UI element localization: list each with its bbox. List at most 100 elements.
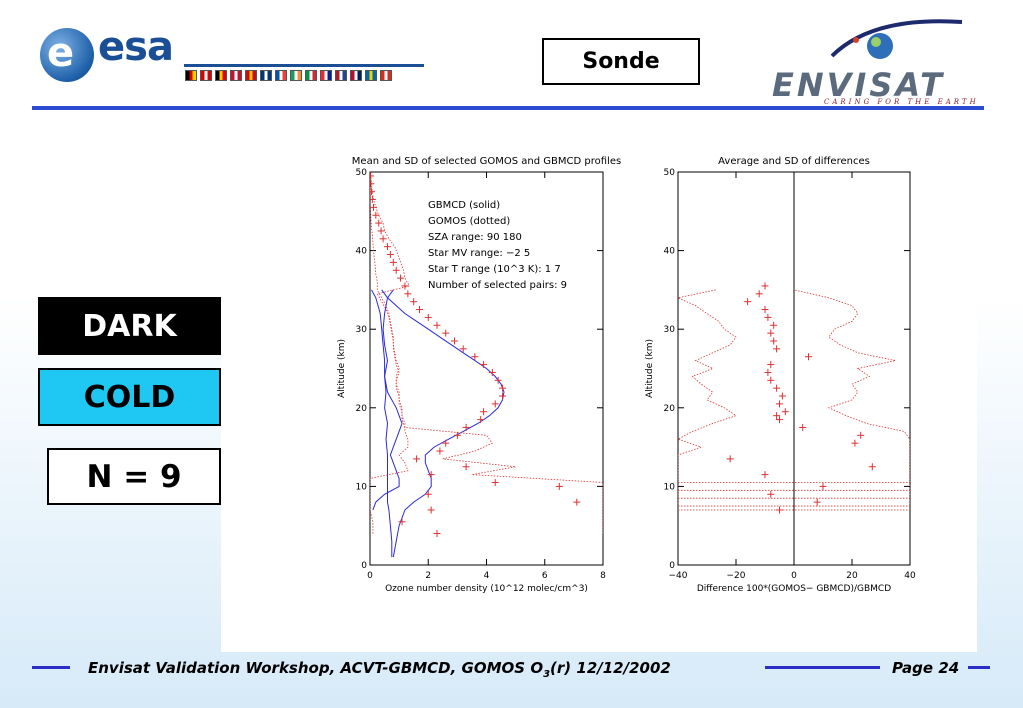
dark-label-box: DARK <box>38 297 221 355</box>
x-tick-label: 0 <box>791 571 797 581</box>
flag-icon <box>305 70 317 81</box>
y-tick-label: 10 <box>356 482 368 492</box>
sonde-label-box: Sonde <box>542 38 700 85</box>
x-tick-label: 20 <box>846 571 858 581</box>
flag-icon <box>215 70 227 81</box>
x-tick-label: 40 <box>904 571 916 581</box>
chart-title: Average and SD of differences <box>718 156 870 167</box>
gomos-mean-marker <box>442 439 450 447</box>
page-label: Page <box>892 659 934 677</box>
x-axis-label: Ozone number density (10^12 molec/cm^3) <box>385 584 588 594</box>
gomos-mean-marker <box>480 361 488 369</box>
gomos-mean-marker <box>401 282 409 290</box>
flag-icon <box>350 70 362 81</box>
difference-marker <box>755 290 763 298</box>
difference-marker <box>813 498 821 506</box>
gomos-mean-marker <box>389 258 397 266</box>
gomos-mean-marker <box>404 290 412 298</box>
y-tick-label: 0 <box>669 561 675 571</box>
page-number: 24 <box>938 659 960 677</box>
gomos-mean-marker <box>379 235 387 243</box>
gomos-mean-marker <box>459 345 467 353</box>
legend-info-line: SZA range: 90 180 <box>428 232 522 243</box>
sample-count-label: N = 9 <box>86 458 182 495</box>
difference-sd-line <box>678 289 737 510</box>
gomos-mean-marker <box>397 274 405 282</box>
difference-marker <box>761 471 769 479</box>
flag-icon <box>185 70 197 81</box>
x-tick-label: 8 <box>600 571 606 581</box>
esa-globe-icon <box>40 28 94 82</box>
difference-marker <box>767 361 775 369</box>
member-flags <box>185 70 392 81</box>
x-tick-label: 2 <box>425 571 431 581</box>
gomos-mean-marker <box>477 416 485 424</box>
flag-icon <box>320 70 332 81</box>
gomos-mean-marker <box>375 219 383 227</box>
difference-marker <box>781 408 789 416</box>
difference-marker <box>776 416 783 424</box>
profiles-figure: Mean and SD of selected GOMOS and GBMCD … <box>337 156 916 594</box>
y-tick-label: 40 <box>664 247 676 257</box>
gomos-mean-marker <box>442 329 450 337</box>
flag-icon <box>260 70 272 81</box>
cold-label: COLD <box>83 379 176 415</box>
gomos-mean-marker <box>491 400 499 408</box>
sample-count-box: N = 9 <box>47 448 221 505</box>
difference-marker <box>773 384 781 392</box>
x-axis-label: Difference 100*(GOMOS− GBMCD)/GBMCD <box>697 584 891 594</box>
gomos-mean-marker <box>436 447 444 455</box>
sonde-label: Sonde <box>582 49 660 74</box>
legend-info-line: GOMOS (dotted) <box>428 216 510 227</box>
plot-series-group <box>678 282 910 514</box>
envisat-satellite-icon <box>830 19 963 59</box>
y-tick-label: 20 <box>356 404 368 414</box>
difference-marker <box>767 329 775 337</box>
difference-marker <box>857 431 865 439</box>
x-tick-label: −20 <box>727 571 746 581</box>
difference-marker <box>761 282 769 290</box>
gomos-mean-marker <box>377 227 385 235</box>
gomos-mean-marker <box>433 321 441 329</box>
footer-text: Envisat Validation Workshop, ACVT-GBMCD,… <box>88 659 671 680</box>
x-tick-label: 0 <box>367 571 373 581</box>
gomos-mean-marker <box>410 298 418 306</box>
footer-line-right <box>968 666 990 669</box>
gomos-mean-marker <box>450 337 458 345</box>
gomos-mean-marker <box>398 518 406 526</box>
gomos-mean-marker <box>413 455 421 463</box>
y-tick-label: 30 <box>664 325 676 335</box>
gomos-mean-marker <box>370 180 375 188</box>
esa-logo-text: esa <box>98 24 174 70</box>
footer-subscript: 3 <box>543 669 551 680</box>
difference-marker <box>770 337 778 345</box>
difference-marker <box>799 423 807 431</box>
gomos-mean-marker <box>416 306 424 314</box>
gomos-mean-marker <box>386 251 394 259</box>
gomos-mean-marker <box>491 478 499 486</box>
flag-icon <box>380 70 392 81</box>
gomos-mean-marker <box>427 471 435 479</box>
gomos-mean-marker <box>392 266 400 274</box>
gomos-sd-high-line <box>370 175 603 534</box>
difference-marker <box>778 392 786 400</box>
difference-marker <box>726 455 734 463</box>
plot-series-group <box>370 172 603 558</box>
gomos-mean-marker <box>370 196 376 204</box>
gomos-mean-marker <box>462 423 470 431</box>
difference-sd-line <box>793 289 910 510</box>
gomos-mean-marker <box>424 313 432 321</box>
difference-marker <box>767 490 775 498</box>
chart-title: Mean and SD of selected GOMOS and GBMCD … <box>352 156 621 167</box>
gomos-mean-marker <box>453 431 461 439</box>
difference-marker <box>868 463 876 471</box>
flag-icon <box>290 70 302 81</box>
footer-text-suffix: (r) 12/12/2002 <box>550 659 671 677</box>
y-tick-label: 20 <box>664 404 676 414</box>
flag-icon <box>365 70 377 81</box>
y-tick-label: 10 <box>664 482 676 492</box>
gomos-mean-marker <box>370 188 375 196</box>
esa-logo-underline <box>184 64 424 67</box>
gbmcd-sd-low-line <box>371 289 393 558</box>
page-indicator: Page 24 <box>892 659 959 677</box>
